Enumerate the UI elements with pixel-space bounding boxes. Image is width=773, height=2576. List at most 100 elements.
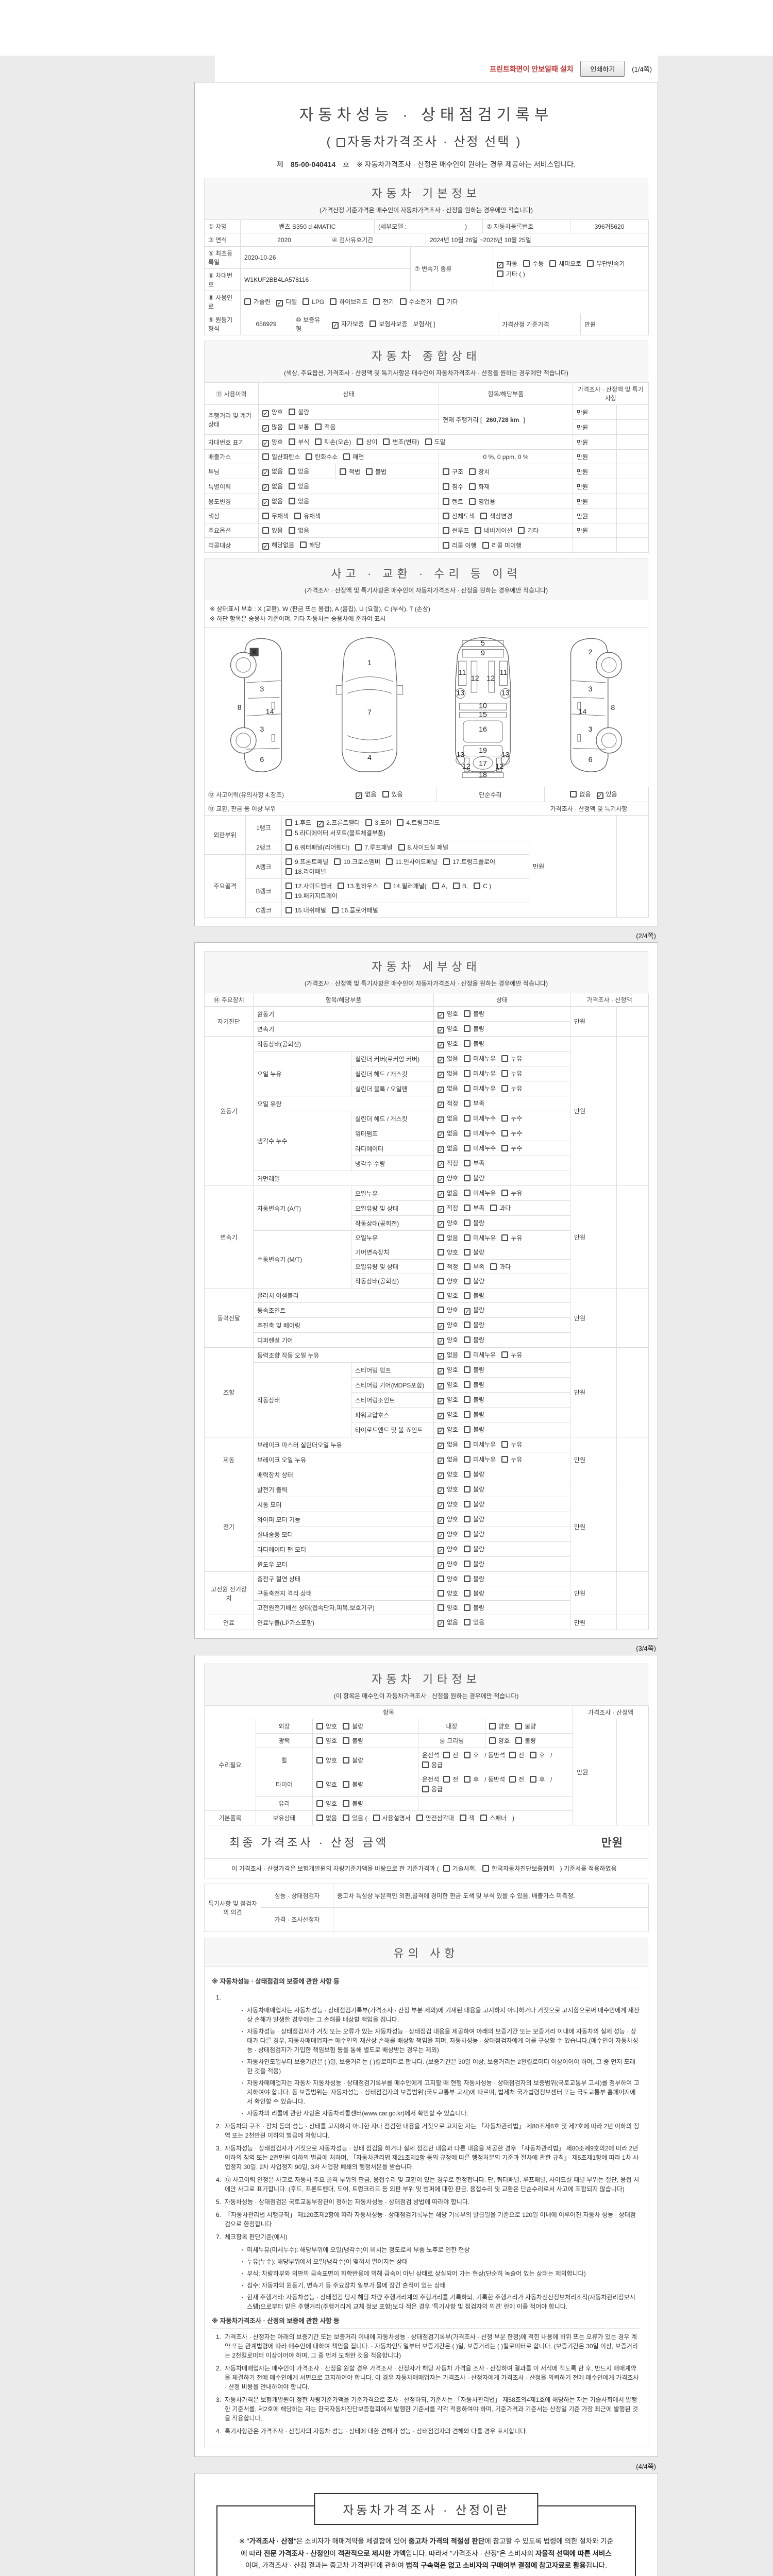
option[interactable]: 누수: [501, 1129, 522, 1138]
checkbox-checked[interactable]: ✓: [438, 1532, 445, 1539]
option[interactable]: 훼손(오손): [315, 437, 351, 446]
option[interactable]: 불량: [464, 1009, 484, 1018]
checkbox-unchecked[interactable]: [480, 513, 488, 519]
option[interactable]: ✓ 없음: [356, 790, 377, 799]
option[interactable]: 전: [509, 1751, 524, 1759]
checkbox-unchecked[interactable]: [464, 1501, 471, 1507]
checkbox-unchecked[interactable]: [443, 1752, 450, 1758]
option[interactable]: 불량: [464, 1039, 484, 1048]
checkbox-unchecked[interactable]: [343, 453, 350, 460]
option[interactable]: 12.사이드멤버: [285, 882, 332, 890]
option[interactable]: 불량: [464, 1545, 484, 1553]
option[interactable]: C ): [474, 883, 491, 890]
checkbox-unchecked[interactable]: [289, 468, 296, 474]
option[interactable]: 상이: [357, 437, 377, 446]
option[interactable]: 불량: [464, 1425, 484, 1434]
checkbox-checked[interactable]: ✓: [276, 300, 283, 307]
checkbox-unchecked[interactable]: [355, 844, 362, 851]
checkbox-unchecked[interactable]: [464, 1234, 471, 1241]
option[interactable]: 렌트: [443, 497, 463, 506]
option[interactable]: 17.트렁크플로어: [443, 857, 495, 866]
checkbox-checked[interactable]: ✓: [438, 1161, 445, 1168]
option[interactable]: 누유: [501, 1440, 522, 1449]
option[interactable]: 10.크로스멤버: [334, 857, 380, 866]
checkbox-checked[interactable]: ✓: [438, 1502, 445, 1509]
option[interactable]: 없음: [570, 790, 591, 799]
checkbox-unchecked[interactable]: [373, 1815, 380, 1821]
option[interactable]: 있음: [289, 482, 309, 490]
checkbox-unchecked[interactable]: [464, 1010, 471, 1017]
checkbox-unchecked[interactable]: [334, 858, 341, 865]
checkbox-checked[interactable]: ✓: [438, 1072, 445, 1078]
option[interactable]: ✓ 자동: [497, 259, 517, 268]
option[interactable]: 부족: [464, 1159, 484, 1167]
option[interactable]: 누수: [501, 1144, 522, 1153]
checkbox-unchecked[interactable]: [422, 1786, 429, 1792]
option[interactable]: 미세누유: [464, 1084, 496, 1093]
checkbox-unchecked[interactable]: [331, 907, 339, 913]
checkbox-unchecked[interactable]: [501, 1441, 509, 1448]
option[interactable]: 불량: [464, 1277, 484, 1285]
checkbox-checked[interactable]: ✓: [438, 1383, 445, 1389]
option[interactable]: 불량: [343, 1736, 363, 1745]
checkbox-unchecked[interactable]: [459, 1815, 466, 1821]
checkbox-checked[interactable]: ✓: [262, 425, 269, 432]
checkbox-unchecked[interactable]: [416, 1815, 423, 1821]
checkbox-unchecked[interactable]: [464, 1040, 471, 1047]
checkbox-unchecked[interactable]: [464, 1604, 471, 1611]
option[interactable]: 양호: [438, 1574, 458, 1583]
option[interactable]: 미세누수: [464, 1129, 496, 1138]
option[interactable]: 전: [443, 1775, 458, 1784]
checkbox-checked[interactable]: ✓: [438, 1487, 445, 1494]
option[interactable]: 누유: [501, 1350, 522, 1359]
checkbox-unchecked[interactable]: [369, 320, 377, 327]
option[interactable]: 누유: [501, 1069, 522, 1078]
option[interactable]: ✓ 양호: [438, 1500, 458, 1509]
checkbox-unchecked[interactable]: [515, 1723, 523, 1730]
print-button[interactable]: 인쇄하기: [580, 61, 625, 77]
option[interactable]: 응급: [422, 1760, 443, 1769]
option[interactable]: 불량: [464, 1174, 484, 1182]
option[interactable]: ✓ 양호: [438, 1024, 458, 1033]
checkbox-unchecked[interactable]: [343, 1737, 350, 1744]
checkbox-unchecked[interactable]: [262, 513, 269, 519]
option[interactable]: ✓ 디젤: [276, 297, 297, 307]
checkbox-unchecked[interactable]: [285, 858, 292, 865]
option[interactable]: 과다: [490, 1262, 511, 1271]
option[interactable]: 가솔린: [244, 297, 271, 306]
option[interactable]: 불량: [464, 1380, 484, 1389]
option[interactable]: 8.사이드실 패널: [398, 843, 448, 852]
checkbox-checked[interactable]: ✓: [438, 1443, 445, 1449]
option[interactable]: ✓ 적정: [438, 1159, 458, 1168]
checkbox-unchecked[interactable]: [316, 1815, 323, 1821]
option[interactable]: 불량: [343, 1799, 363, 1808]
option[interactable]: 미세누유: [464, 1069, 496, 1078]
checkbox-unchecked[interactable]: [530, 1776, 537, 1783]
option[interactable]: 과다: [490, 1204, 511, 1212]
option[interactable]: ✓ 없음: [438, 1054, 458, 1063]
checkbox-unchecked[interactable]: [464, 1590, 471, 1597]
option[interactable]: 불량: [515, 1722, 536, 1731]
checkbox-unchecked[interactable]: [501, 1190, 509, 1196]
checkbox-unchecked[interactable]: [480, 1815, 487, 1821]
option[interactable]: 불량: [464, 1574, 484, 1583]
option[interactable]: 누유: [501, 1233, 522, 1242]
option[interactable]: 양호: [438, 1306, 458, 1314]
option[interactable]: 탄화수소: [306, 452, 338, 461]
checkbox-unchecked[interactable]: [482, 541, 489, 549]
checkbox-checked[interactable]: ✓: [438, 1116, 445, 1123]
option[interactable]: 양호: [438, 1277, 458, 1285]
checkbox-unchecked[interactable]: [464, 1292, 471, 1299]
option[interactable]: 4.트렁크리드: [397, 818, 440, 827]
option[interactable]: ✓ 양호: [438, 1335, 458, 1345]
checkbox-unchecked[interactable]: [501, 1130, 509, 1137]
option[interactable]: 불량: [464, 1530, 484, 1538]
checkbox-unchecked[interactable]: [523, 260, 530, 267]
checkbox-unchecked[interactable]: [343, 1723, 350, 1730]
option[interactable]: 잭: [459, 1814, 475, 1822]
option[interactable]: 양호: [316, 1799, 337, 1808]
checkbox-unchecked[interactable]: [443, 498, 449, 505]
checkbox-unchecked[interactable]: [549, 260, 557, 267]
option[interactable]: ✓ 양호: [438, 1320, 458, 1330]
checkbox-unchecked[interactable]: [464, 1486, 471, 1493]
